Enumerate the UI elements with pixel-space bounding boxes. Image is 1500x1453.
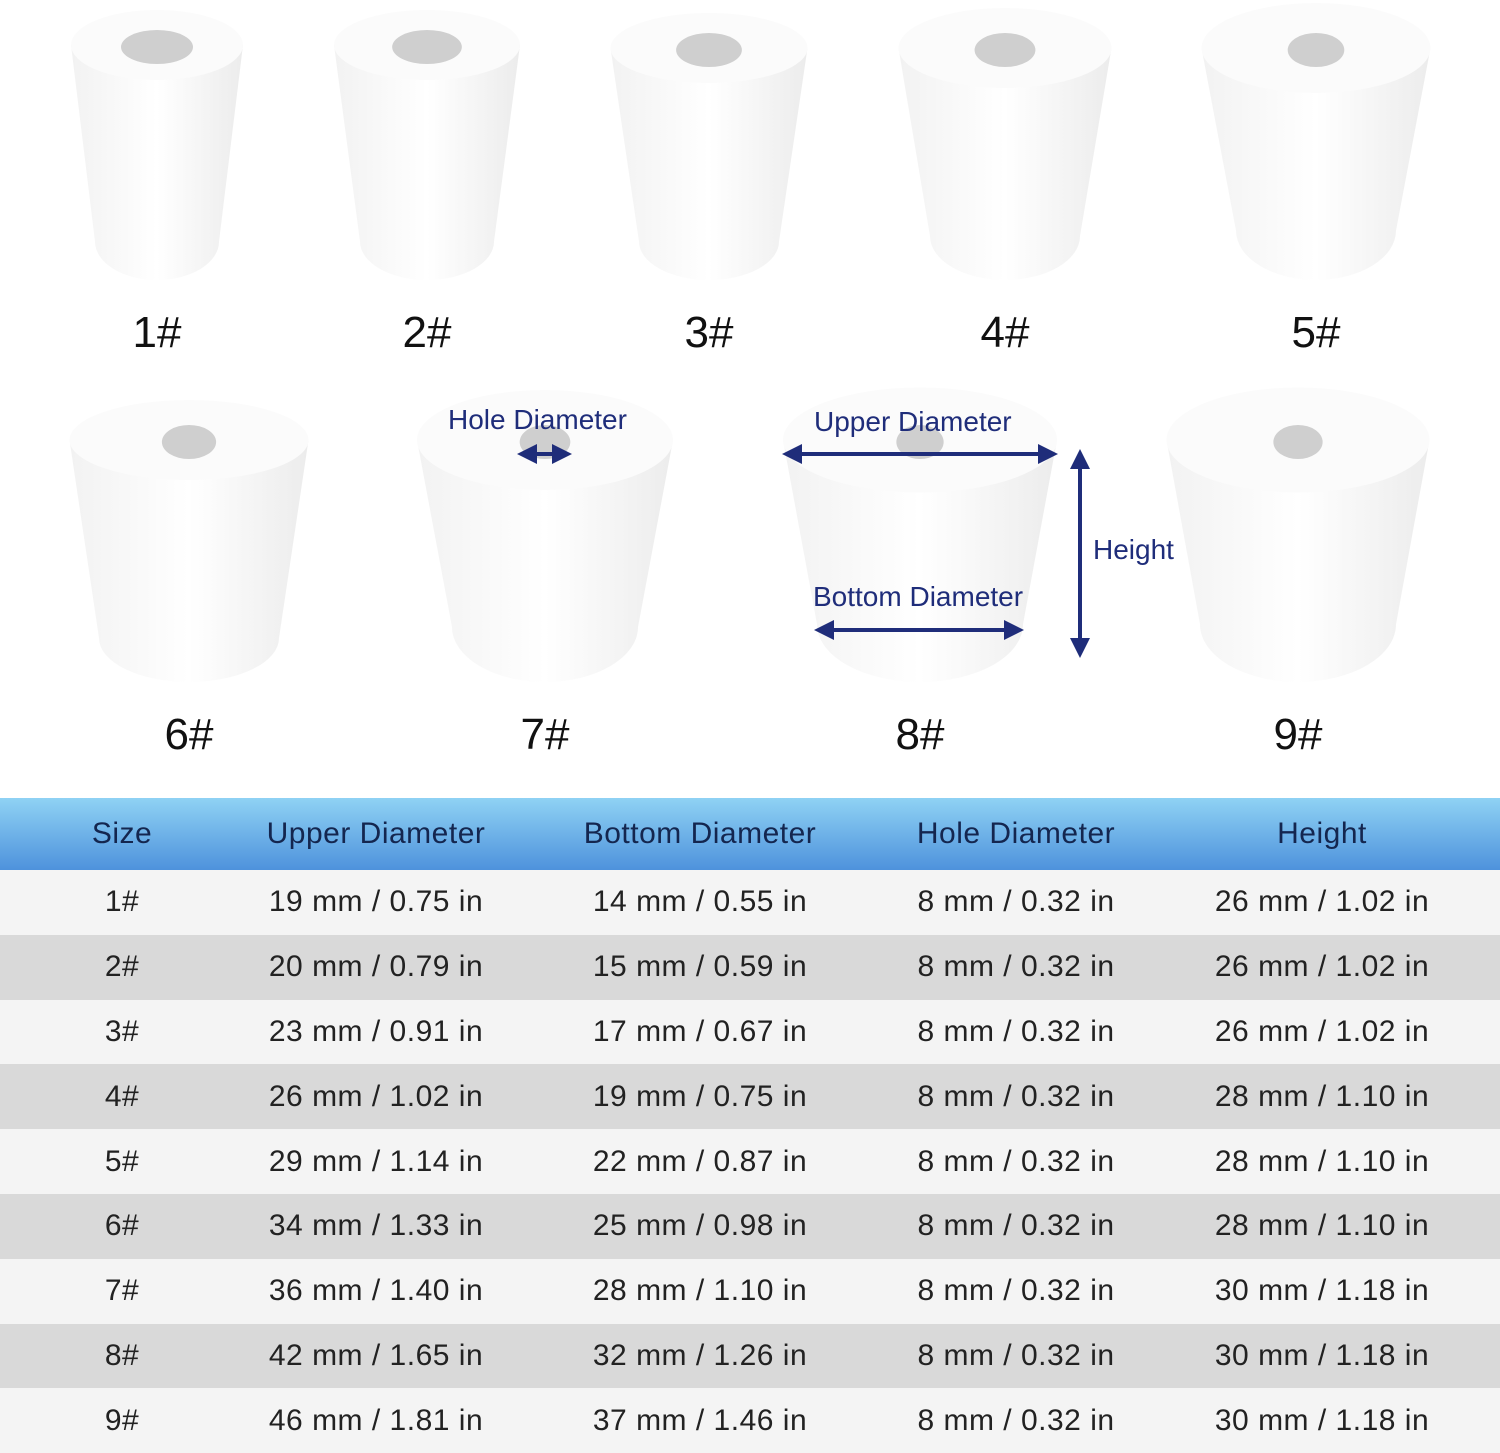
column-header: Upper Diameter <box>266 817 486 850</box>
table-cell: 26 mm / 1.02 in <box>1214 885 1430 919</box>
stopper-body-5 <box>1201 48 1431 280</box>
table-row: 9# 46 mm / 1.81 in 37 mm / 1.46 in 8 mm / 0… <box>0 1388 1500 1453</box>
stopper-body-9 <box>1166 440 1430 682</box>
size-label-3: 3# <box>684 308 734 357</box>
stopper-hole-2 <box>392 30 462 64</box>
stopper-hole-4 <box>974 33 1036 67</box>
table-cell: 9# <box>104 1403 140 1437</box>
table-cell: 34 mm / 1.33 in <box>268 1209 484 1243</box>
table-cell: 26 mm / 1.02 in <box>1214 950 1430 984</box>
table-cell: 8 mm / 0.32 in <box>917 1079 1115 1113</box>
stopper-hole-5 <box>1287 33 1345 67</box>
size-label-6: 6# <box>164 710 214 759</box>
table-cell: 7# <box>104 1274 140 1308</box>
table-cell: 1# <box>104 885 140 919</box>
table-cell: 8 mm / 0.32 in <box>917 1014 1115 1048</box>
table-cell: 17 mm / 0.67 in <box>592 1014 808 1048</box>
table-cell: 2# <box>104 950 140 984</box>
stopper-hole-9 <box>1273 425 1323 459</box>
table-cell: 36 mm / 1.40 in <box>268 1274 484 1308</box>
table-cell: 30 mm / 1.18 in <box>1214 1338 1430 1372</box>
stopper-body-1 <box>71 45 243 280</box>
table-cell: 32 mm / 1.26 in <box>592 1338 808 1372</box>
table-cell: 6# <box>104 1209 140 1243</box>
table-cell: 8 mm / 0.32 in <box>917 1144 1115 1178</box>
table-cell: 28 mm / 1.10 in <box>1214 1079 1430 1113</box>
table-cell: 22 mm / 0.87 in <box>592 1144 808 1178</box>
stopper-body-7 <box>417 440 673 682</box>
table-cell: 30 mm / 1.18 in <box>1214 1274 1430 1308</box>
size-label-2: 2# <box>402 308 452 357</box>
table-cell: 26 mm / 1.02 in <box>268 1079 484 1113</box>
table-cell: 23 mm / 0.91 in <box>268 1014 484 1048</box>
size-table: Size Upper Diameter Bottom Diameter Hole Di… <box>0 798 1500 1453</box>
stopper-hole-1 <box>121 30 193 64</box>
table-cell: 29 mm / 1.14 in <box>268 1144 484 1178</box>
column-header: Height <box>1277 817 1367 850</box>
table-cell: 15 mm / 0.59 in <box>592 950 808 984</box>
stopper-hole-3 <box>676 33 742 67</box>
stoppers-drawing <box>69 30 1431 682</box>
table-cell: 8# <box>104 1338 140 1372</box>
table-cell: 5# <box>104 1144 140 1178</box>
table-cell: 3# <box>104 1014 140 1048</box>
hole-diameter-label: Hole Diameter <box>448 404 627 435</box>
table-row: 8# 42 mm / 1.65 in 32 mm / 1.26 in 8 mm / 0… <box>0 1323 1500 1389</box>
table-row: 4# 26 mm / 1.02 in 19 mm / 0.75 in 8 mm / 0… <box>0 1064 1500 1130</box>
table-cell: 19 mm / 0.75 in <box>268 885 484 919</box>
table-cell: 8 mm / 0.32 in <box>917 950 1115 984</box>
stopper-body-6 <box>69 440 309 682</box>
table-cell: 8 mm / 0.32 in <box>917 885 1115 919</box>
table-cell: 46 mm / 1.81 in <box>268 1403 484 1437</box>
size-label-7: 7# <box>520 710 570 759</box>
table-cell: 26 mm / 1.02 in <box>1214 1014 1430 1048</box>
table-cell: 8 mm / 0.32 in <box>917 1209 1115 1243</box>
upper-diameter-label: Upper Diameter <box>814 406 1012 437</box>
table-cell: 37 mm / 1.46 in <box>592 1403 808 1437</box>
stopper-body-4 <box>898 48 1112 280</box>
table-cell: 28 mm / 1.10 in <box>1214 1144 1430 1178</box>
table-cell: 20 mm / 0.79 in <box>268 950 484 984</box>
table-cell: 8 mm / 0.32 in <box>917 1338 1115 1372</box>
stopper-body-2 <box>334 45 520 280</box>
table-cell: 8 mm / 0.32 in <box>917 1274 1115 1308</box>
table-cell: 4# <box>104 1079 140 1113</box>
size-label-1: 1# <box>132 308 182 357</box>
table-cell: 30 mm / 1.18 in <box>1214 1403 1430 1437</box>
size-label-9: 9# <box>1273 710 1323 759</box>
product-illustration: 1# 2# 3# 4# 5# 6# 7# 8# 9# Hole Diameter… <box>69 30 1431 759</box>
column-header: Hole Diameter <box>916 817 1116 850</box>
stopper-hole-6 <box>161 425 217 459</box>
table-cell: 25 mm / 0.98 in <box>592 1209 808 1243</box>
table-row: 5# 29 mm / 1.14 in 22 mm / 0.87 in 8 mm / 0… <box>0 1129 1500 1194</box>
size-label-4: 4# <box>980 308 1030 357</box>
size-label-8: 8# <box>895 710 945 759</box>
bottom-diameter-label: Bottom Diameter <box>813 581 1024 612</box>
table-row: 3# 23 mm / 0.91 in 17 mm / 0.67 in 8 mm / 0… <box>0 999 1500 1065</box>
size-label-5: 5# <box>1291 308 1341 357</box>
height-label: Height <box>1093 534 1174 565</box>
column-header: Size <box>91 817 153 850</box>
table-header: Size Upper Diameter Bottom Diameter Hole Di… <box>0 798 1500 870</box>
column-header: Bottom Diameter <box>583 817 817 850</box>
table-row: 6# 34 mm / 1.33 in 25 mm / 0.98 in 8 mm / 0… <box>0 1193 1500 1259</box>
table-row: 7# 36 mm / 1.40 in 28 mm / 1.10 in 8 mm / 0… <box>0 1258 1500 1324</box>
table-cell: 19 mm / 0.75 in <box>592 1079 808 1113</box>
table-cell: 28 mm / 1.10 in <box>592 1274 808 1308</box>
stopper-body-3 <box>610 48 808 280</box>
table-row: 1# 19 mm / 0.75 in 14 mm / 0.55 in 8 mm / 0… <box>0 870 1500 935</box>
table-cell: 14 mm / 0.55 in <box>592 885 808 919</box>
table-cell: 8 mm / 0.32 in <box>917 1403 1115 1437</box>
table-row: 2# 20 mm / 0.79 in 15 mm / 0.59 in 8 mm / 0… <box>0 934 1500 1000</box>
table-cell: 28 mm / 1.10 in <box>1214 1209 1430 1243</box>
table-cell: 42 mm / 1.65 in <box>268 1338 484 1372</box>
